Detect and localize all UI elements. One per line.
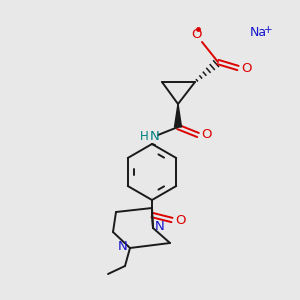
Text: N: N	[118, 239, 128, 253]
Text: O: O	[202, 128, 212, 142]
Text: +: +	[264, 25, 273, 35]
Text: O: O	[176, 214, 186, 226]
Text: H: H	[140, 130, 148, 143]
Polygon shape	[175, 104, 182, 127]
Text: N: N	[150, 130, 160, 143]
Text: O: O	[242, 61, 252, 74]
Text: O: O	[191, 28, 201, 41]
Text: N: N	[155, 220, 165, 232]
Text: Na: Na	[250, 26, 267, 38]
